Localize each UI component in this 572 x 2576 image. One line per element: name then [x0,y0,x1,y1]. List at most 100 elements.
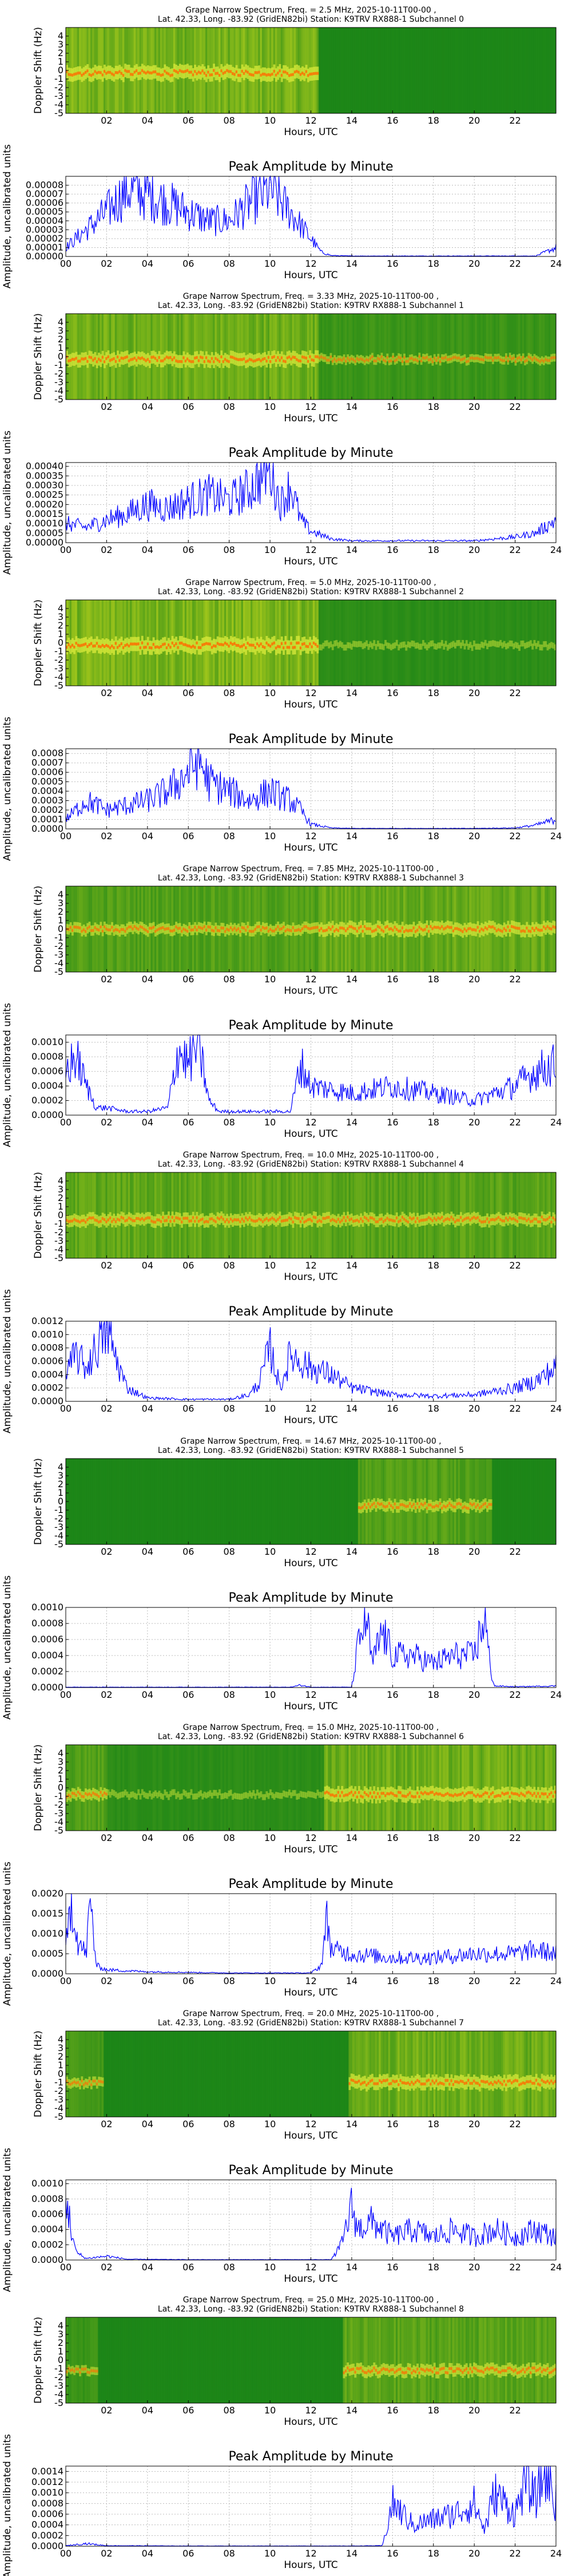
spectrogram-column [126,1459,129,1544]
ridge-column [367,358,370,362]
spectrogram-column [471,27,474,113]
ridge-column [146,1216,149,1219]
spectrogram-column [207,1459,210,1544]
ridge-column [325,1216,328,1219]
spectrogram-column [286,1745,289,1831]
ridge-column [241,69,244,73]
ridge-column [152,355,155,359]
band-column [331,644,334,650]
spectrogram-column [86,1459,89,1544]
spectrogram-column [67,1745,70,1831]
ridge-column [299,929,302,933]
ridge-column [514,360,517,364]
band-column [520,641,523,647]
ridge-column [513,926,515,929]
ridge-column [118,644,121,647]
ridge-column [392,1219,395,1222]
ridge-column [324,929,327,933]
spectrogram-column [505,600,507,686]
band-column [478,643,481,650]
ridge-column [94,926,97,929]
spectrogram-column [241,1745,244,1831]
spectrogram-column [395,1745,398,1831]
ridge-column [251,73,253,77]
ridge-column [100,925,102,929]
x-tick-label: 08 [223,544,235,555]
ridge-column [196,641,198,645]
ridge-column [284,70,287,74]
spectrogram-column [433,27,436,113]
x-tick-label: 00 [60,1403,72,1414]
spectrogram-column [186,1459,189,1544]
band-column [437,642,440,649]
ridge-column [201,1218,204,1221]
amplitude-grid [65,1035,557,1116]
spectrogram-column [529,1459,532,1544]
ridge-column [384,1505,387,1508]
ridge-column [486,1217,488,1220]
spectrogram-column [407,1172,410,1258]
spectrogram-column [296,1459,299,1544]
band-column [403,641,406,647]
ridge-column [235,70,238,73]
ridge-column [207,359,210,363]
band-column [514,642,517,648]
ridge-column [90,74,93,77]
ridge-column [448,1502,451,1505]
ridge-column [105,1792,108,1796]
ridge-column [90,642,93,645]
ridge-column [297,70,300,74]
ridge-column [486,927,488,931]
spectrogram-column [356,600,359,686]
spectrogram-column [452,600,455,686]
spectrogram-column [362,600,364,686]
y-tick-label: 3 [58,898,63,908]
y-tick-label: -4 [54,958,63,969]
spectrogram-column [363,27,366,113]
ridge-column [205,74,208,77]
ridge-column [531,927,534,930]
ridge-column [529,930,532,933]
band-column [158,1791,161,1797]
ridge-column [133,70,136,74]
ridge-column [103,925,106,929]
spectrogram-column [194,1459,197,1544]
ridge-column [495,929,498,933]
ridge-column [222,643,225,647]
ridge-column [303,925,306,929]
ridge-column [182,356,185,359]
ridge-column [475,1506,478,1509]
spectrogram-column [203,1459,206,1544]
spectrogram-column [114,1172,117,1258]
band-column [444,641,447,647]
band-column [531,643,534,650]
spectrogram-column [347,1745,349,1831]
spectrogram-column [482,600,485,686]
spectrogram-column [69,1459,72,1544]
spectrogram-column [522,27,525,113]
spectrogram-column [228,1172,231,1258]
ridge-column [539,360,542,364]
band-column [322,642,325,649]
y-tick-label: -5 [54,680,63,691]
spectrogram-column [376,600,379,686]
band-column [375,644,378,650]
y-tick-label: 0.0006 [31,1634,63,1645]
ridge-column [252,73,255,77]
spectrogram-column [450,1745,453,1831]
ridge-column [459,1216,462,1219]
ridge-column [505,355,507,359]
ridge-column [173,356,176,359]
ridge-column [164,69,166,73]
spectrogram-column [354,27,357,113]
spectrogram-column [478,600,481,686]
ridge-column [305,356,308,359]
ridge-column [297,359,300,362]
y-tick-label: 0.0008 [31,1051,63,1062]
ridge-column [301,1216,304,1220]
spectrogram-column [348,27,351,113]
x-tick-label: 00 [60,1689,72,1700]
ridge-column [292,355,295,359]
spectrogram-column [416,600,419,686]
ridge-column [160,1220,162,1223]
